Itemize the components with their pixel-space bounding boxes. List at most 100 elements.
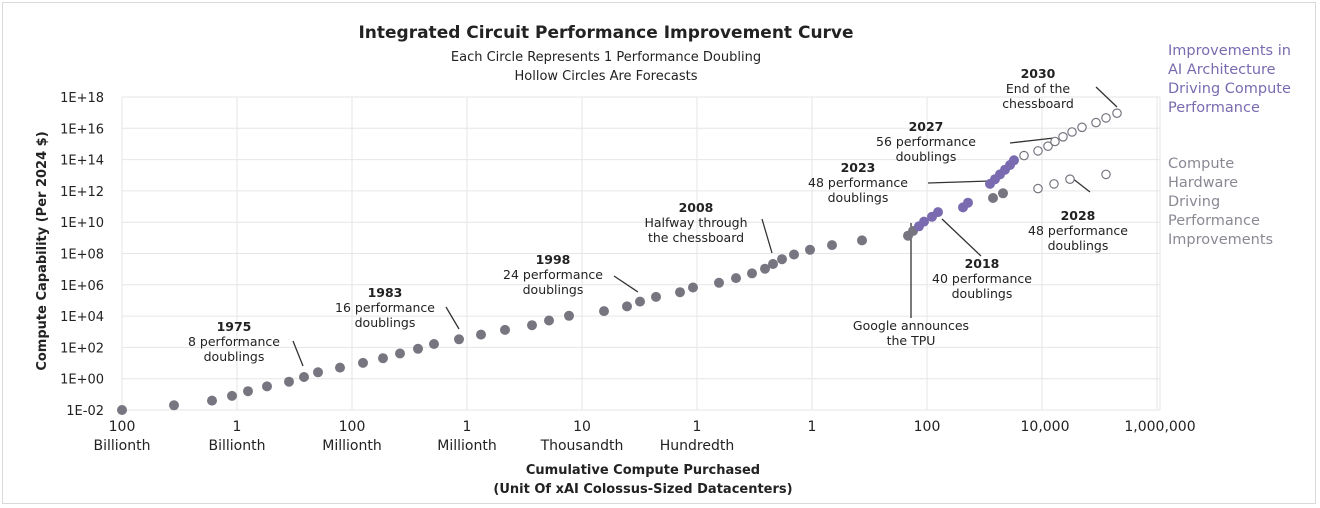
ai-forecast-point (1091, 117, 1101, 128)
legend-label: Improvements in (1168, 43, 1291, 59)
annotation-text: End of the (1006, 81, 1071, 96)
callout-line (292, 340, 304, 367)
data-point (747, 268, 757, 279)
data-point (500, 324, 510, 335)
annotation-text: 48 performance (808, 175, 908, 190)
axes: 1E-02 1E+00 1E+02 1E+04 1E+06 1E+08 1E+10 1E+12… (60, 91, 1196, 454)
data-point (262, 381, 272, 392)
annotation-text: chessboard (1002, 96, 1074, 111)
data-point (454, 334, 464, 345)
ai-data-point (1009, 155, 1019, 166)
x-tick-label: 1 (693, 419, 702, 435)
annotation-year: 2008 (679, 200, 714, 215)
x-tick-label: 1 (233, 419, 242, 435)
ai-forecast-point (1019, 150, 1029, 161)
legend-label: Performance (1168, 100, 1260, 116)
ai-forecast-point (1043, 141, 1053, 151)
y-axis-label: Compute Capability (Per 2024 $) (35, 131, 50, 370)
data-point (651, 291, 661, 302)
chart-subtitle-1: Each Circle Represents 1 Performance Dou… (451, 50, 761, 65)
annotation-text: the TPU (887, 333, 936, 348)
x-tick-label: 1,000,000 (1124, 419, 1195, 435)
annotation-text: doublings (896, 149, 957, 164)
data-point (284, 376, 294, 387)
ai-forecast-point (1050, 136, 1060, 147)
y-tick-label: 1E+18 (60, 91, 104, 106)
legend-label: Improvements (1168, 232, 1273, 248)
data-point (395, 348, 405, 359)
annotation-text: 16 performance (335, 300, 435, 315)
y-tick-label: 1E+06 (60, 279, 104, 294)
y-tick-label: 1E-02 (66, 404, 104, 419)
data-point (207, 395, 217, 406)
data-point (635, 296, 645, 307)
x-axis-label-1: Cumulative Compute Purchased (526, 463, 760, 478)
data-point (564, 310, 574, 321)
annotation-text: doublings (204, 349, 265, 364)
x-tick-sublabel: Millionth (322, 438, 381, 454)
forecast-point (1065, 174, 1075, 184)
data-point (919, 216, 929, 227)
x-tick-sublabel: Billionth (94, 438, 151, 454)
x-tick-label: 10 (573, 419, 591, 435)
y-tick-label: 1E+00 (60, 373, 104, 388)
x-tick-label: 1 (808, 419, 817, 435)
annotation-text: 8 performance (188, 334, 280, 349)
data-point (789, 249, 799, 260)
data-point (378, 353, 388, 364)
y-tick-label: 1E+02 (60, 341, 104, 356)
annotation-text: the chessboard (648, 230, 744, 245)
callout-line (1071, 177, 1091, 193)
data-point (988, 193, 998, 203)
x-tick-label: 10,000 (1021, 419, 1070, 435)
data-point (117, 405, 127, 415)
annotation-text: Google announces (853, 318, 969, 333)
data-point (805, 244, 815, 255)
annotation-text: doublings (828, 190, 889, 205)
data-point (998, 188, 1008, 199)
x-tick-sublabel: Millionth (437, 438, 496, 454)
annotation-text: doublings (952, 286, 1013, 301)
ai-forecast-point (1033, 146, 1043, 156)
data-point (777, 254, 787, 265)
data-point (476, 329, 486, 340)
annotation-year: 2023 (841, 160, 876, 175)
legend-label: Hardware (1168, 175, 1238, 191)
legend-label: Driving Compute (1168, 81, 1291, 97)
x-axis-label-2: (Unit Of xAI Colossus-Sized Datacenters) (493, 482, 792, 497)
annotation-year: 2028 (1061, 208, 1096, 223)
data-point (827, 240, 837, 251)
x-tick-sublabel: Thousandth (540, 438, 624, 454)
data-point (358, 357, 368, 368)
annotation-text: doublings (355, 315, 416, 330)
forecast-point (1033, 183, 1043, 194)
data-point (544, 315, 554, 326)
annotation-year: 2030 (1021, 66, 1056, 81)
y-tick-label: 1E+14 (60, 154, 104, 169)
y-tick-label: 1E+12 (60, 185, 104, 200)
annotation-text: doublings (523, 282, 584, 297)
annotation-text: Halfway through (644, 215, 747, 230)
annotation-text: 48 performance (1028, 223, 1128, 238)
callout-line (927, 180, 991, 184)
x-tick-label: 100 (109, 419, 136, 435)
labels: Integrated Circuit Performance Improveme… (35, 23, 1291, 497)
annotation-year: 1998 (536, 252, 571, 267)
data-point (599, 306, 609, 317)
callout-line (761, 218, 773, 254)
x-tick-label: 1 (463, 419, 472, 435)
annotation-text: 56 performance (876, 134, 976, 149)
y-tick-label: 1E+08 (60, 248, 104, 263)
data-point (243, 386, 253, 397)
data-point (429, 339, 439, 349)
data-point (313, 367, 323, 378)
x-tick-sublabel: Billionth (209, 438, 266, 454)
callout-line (1009, 137, 1055, 144)
data-points (117, 108, 1122, 415)
data-point (675, 287, 685, 298)
annotation-year: 1983 (368, 285, 403, 300)
y-tick-label: 1E+10 (60, 216, 104, 231)
data-point (227, 390, 237, 401)
annotation-text: 40 performance (932, 271, 1032, 286)
